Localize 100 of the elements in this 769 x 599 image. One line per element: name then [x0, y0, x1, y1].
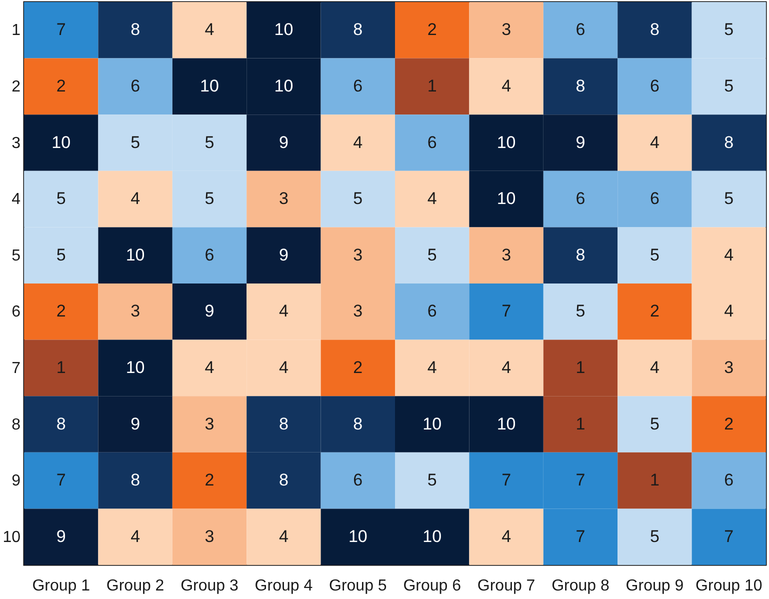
data-label: 8 — [130, 20, 140, 40]
data-label: 5 — [353, 189, 363, 208]
data-label: 4 — [130, 526, 140, 546]
data-label: 10 — [496, 414, 516, 434]
data-label: 9 — [278, 245, 288, 264]
data-label: 7 — [502, 302, 512, 321]
data-label: 6 — [353, 470, 363, 490]
x-tick-label: Group 1 — [32, 578, 90, 594]
data-label: 4 — [278, 358, 288, 377]
data-label: 4 — [650, 358, 660, 377]
data-label: 5 — [56, 245, 66, 264]
data-label: 6 — [650, 189, 660, 208]
data-label: 1 — [576, 358, 586, 377]
data-label: 4 — [502, 76, 512, 96]
data-label: 4 — [278, 302, 288, 321]
data-label: 10 — [422, 414, 442, 434]
data-label: 6 — [576, 189, 586, 208]
data-label: 4 — [427, 189, 437, 208]
x-tick-label: Group 6 — [403, 578, 462, 594]
data-label: 8 — [353, 20, 363, 40]
data-label: 3 — [724, 358, 734, 377]
data-label: 5 — [427, 245, 437, 264]
data-label: 4 — [204, 20, 214, 40]
data-label: 5 — [650, 414, 660, 434]
y-tick-label: 9 — [12, 472, 21, 490]
data-label: 1 — [650, 470, 660, 490]
data-label: 10 — [52, 132, 71, 152]
data-label: 10 — [422, 526, 442, 546]
data-label: 8 — [576, 245, 586, 264]
data-label: 6 — [650, 76, 660, 96]
y-tick-label: 3 — [12, 134, 21, 152]
x-tick-label: Group 8 — [552, 578, 610, 594]
data-label: 3 — [353, 245, 363, 264]
data-label: 2 — [427, 20, 437, 40]
data-label: 10 — [126, 245, 145, 264]
y-tick-label: 2 — [12, 78, 21, 96]
x-tick-label: Group 7 — [477, 578, 536, 594]
data-label: 7 — [724, 526, 734, 546]
data-label: 1 — [427, 76, 437, 96]
data-label: 9 — [56, 526, 66, 546]
data-label: 10 — [496, 132, 516, 152]
data-label: 7 — [56, 470, 66, 490]
data-label: 3 — [204, 526, 214, 546]
data-label: 6 — [576, 20, 586, 40]
data-label: 9 — [130, 414, 140, 434]
data-label: 8 — [130, 470, 140, 490]
data-label: 2 — [724, 414, 734, 434]
data-label: 5 — [427, 470, 437, 490]
data-label: 5 — [650, 526, 660, 546]
data-label: 4 — [724, 245, 734, 264]
data-label: 8 — [724, 132, 734, 152]
data-label: 6 — [204, 245, 214, 264]
x-tick-label: Group 10 — [696, 578, 762, 594]
data-label: 3 — [130, 302, 140, 321]
data-label: 4 — [724, 302, 734, 321]
y-tick-label: 5 — [12, 247, 21, 264]
data-label: 4 — [130, 189, 140, 208]
data-label: 6 — [130, 76, 140, 96]
data-label: 9 — [278, 132, 288, 152]
y-tick-label: 10 — [2, 528, 21, 546]
data-label: 4 — [502, 358, 512, 377]
data-label: 4 — [278, 526, 288, 546]
y-tick-label: 7 — [12, 360, 21, 377]
data-label: 4 — [204, 358, 214, 377]
data-label: 4 — [427, 358, 437, 377]
y-tick-label: 4 — [12, 191, 21, 208]
y-tick-label: 8 — [12, 416, 21, 434]
data-label: 9 — [204, 302, 214, 321]
data-label: 5 — [650, 245, 660, 264]
data-label: 8 — [650, 20, 660, 40]
data-label: 6 — [427, 302, 437, 321]
data-label: 7 — [502, 470, 512, 490]
x-tick-label: Group 4 — [254, 578, 313, 594]
data-label: 2 — [56, 302, 66, 321]
data-label: 3 — [204, 414, 214, 434]
data-label: 7 — [576, 526, 586, 546]
data-label: 4 — [353, 132, 363, 152]
x-tick-label: Group 9 — [626, 578, 684, 594]
data-label: 4 — [650, 132, 660, 152]
data-label: 8 — [353, 414, 363, 434]
data-label: 8 — [56, 414, 66, 434]
data-label: 5 — [724, 76, 734, 96]
data-label: 8 — [278, 470, 288, 490]
data-label: 5 — [576, 302, 586, 321]
data-label: 5 — [204, 189, 214, 208]
data-label: 6 — [724, 470, 734, 490]
data-label: 5 — [724, 189, 734, 208]
data-label: 10 — [348, 526, 368, 546]
data-label: 8 — [576, 76, 586, 96]
data-label: 4 — [502, 526, 512, 546]
data-label: 2 — [353, 358, 363, 377]
data-label: 5 — [204, 132, 214, 152]
x-tick-label: Group 2 — [106, 578, 164, 594]
data-label: 10 — [274, 20, 294, 40]
data-label: 6 — [353, 76, 363, 96]
data-label: 6 — [427, 132, 437, 152]
data-label: 3 — [278, 189, 288, 208]
data-label: 2 — [204, 470, 214, 490]
data-label: 2 — [650, 302, 660, 321]
data-label: 9 — [576, 132, 586, 152]
